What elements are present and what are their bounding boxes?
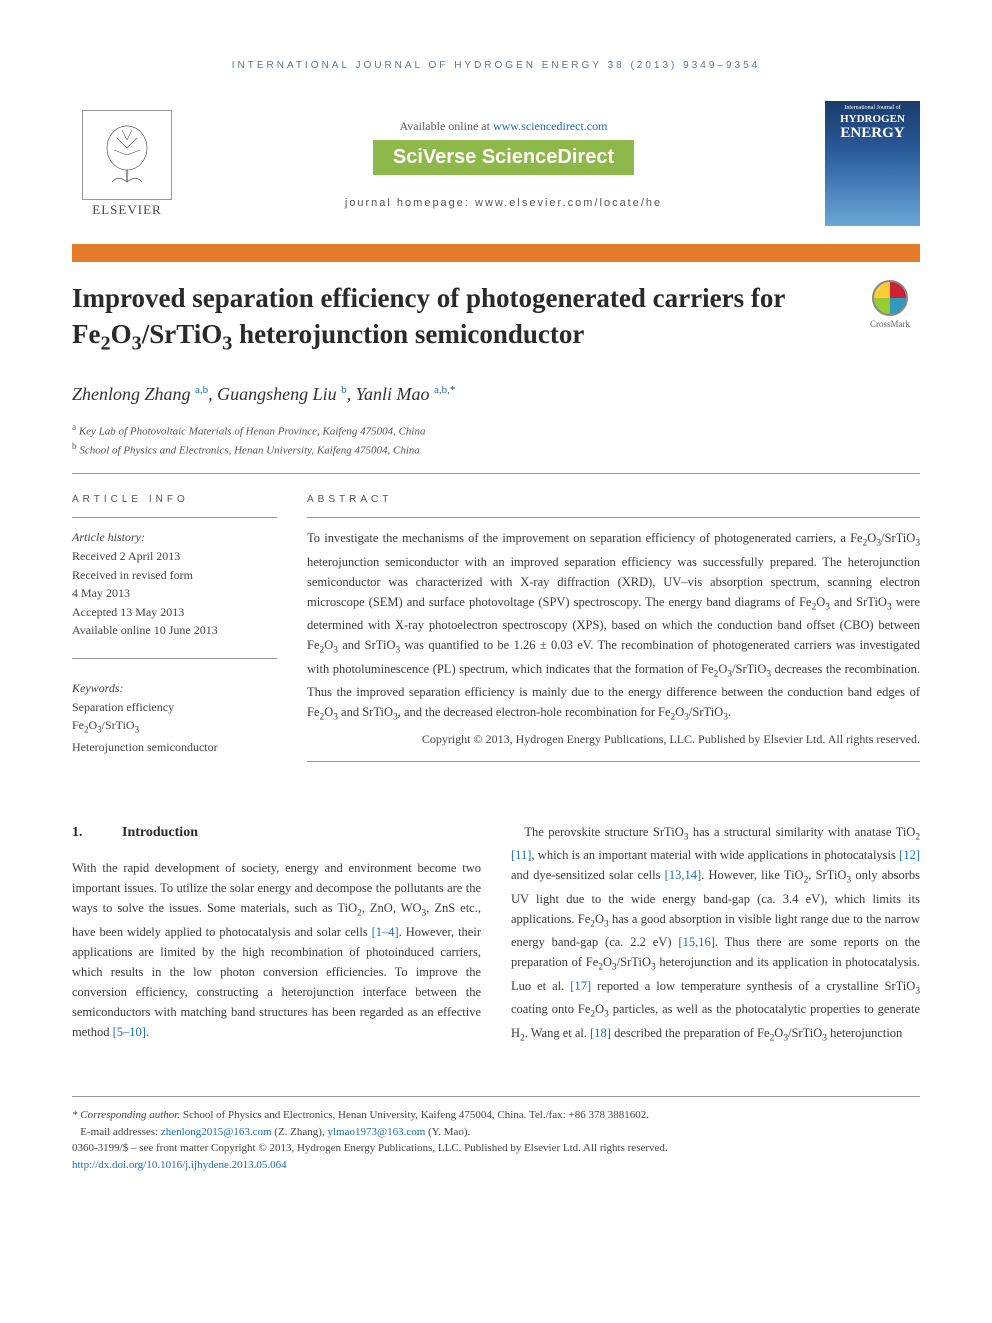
top-banner: ELSEVIER Available online at www.science…: [72, 101, 920, 226]
corr-star: *: [450, 384, 456, 396]
info-divider-2: [72, 658, 277, 659]
online-date: Available online 10 June 2013: [72, 621, 277, 640]
abstract-label: ABSTRACT: [307, 494, 920, 505]
author-2-aff: b: [341, 384, 347, 396]
intro-num: 1.: [72, 822, 122, 844]
journal-cover-thumb: International Journal of HYDROGEN ENERGY: [825, 101, 920, 226]
accepted-date: Accepted 13 May 2013: [72, 603, 277, 622]
ref-link-13-14[interactable]: [13,14]: [665, 868, 701, 882]
author-3-aff: a,b,: [434, 384, 450, 396]
crossmark-badge[interactable]: CrossMark: [860, 280, 920, 329]
info-divider: [72, 517, 277, 518]
elsevier-logo: ELSEVIER: [72, 110, 182, 218]
intro-para-1: With the rapid development of society, e…: [72, 858, 481, 1042]
elsevier-tree-icon: [82, 110, 172, 200]
revised-date: 4 May 2013: [72, 584, 277, 603]
avail-prefix: Available online at: [400, 119, 493, 133]
abstract-bottom-divider: [307, 761, 920, 762]
cover-top-text: International Journal of: [829, 105, 916, 111]
cover-energy-text: ENERGY: [829, 125, 916, 142]
elsevier-label: ELSEVIER: [72, 202, 182, 218]
banner-center: Available online at www.sciencedirect.co…: [182, 119, 825, 209]
body-two-column: 1.Introduction With the rapid developmen…: [72, 822, 920, 1047]
journal-homepage: journal homepage: www.elsevier.com/locat…: [182, 197, 825, 209]
homepage-prefix: journal homepage:: [345, 197, 475, 209]
body-column-right: The perovskite structure SrTiO3 has a st…: [511, 822, 920, 1047]
author-3: Yanli Mao: [356, 384, 430, 404]
author-2: Guangsheng Liu: [217, 384, 337, 404]
revised-label: Received in revised form: [72, 566, 277, 585]
orange-divider-bar: [72, 244, 920, 262]
running-header: INTERNATIONAL JOURNAL OF HYDROGEN ENERGY…: [72, 60, 920, 71]
email-line: E-mail addresses: zhenlong2015@163.com (…: [72, 1124, 920, 1141]
footer-block: * Corresponding author. School of Physic…: [72, 1096, 920, 1173]
title-p2: O: [111, 319, 132, 349]
email-link-2[interactable]: ylmao1973@163.com: [327, 1126, 425, 1138]
ref-link-5-10[interactable]: [5–10]: [113, 1025, 146, 1039]
affiliation-a: Key Lab of Photovoltaic Materials of Hen…: [79, 426, 426, 438]
author-1-aff: a,b: [195, 384, 208, 396]
abstract-divider: [307, 517, 920, 518]
abstract-column: ABSTRACT To investigate the mechanisms o…: [307, 494, 920, 772]
keywords-label: Keywords:: [72, 679, 277, 698]
crossmark-icon: [872, 280, 908, 316]
issn-line: 0360-3199/$ – see front matter Copyright…: [72, 1140, 920, 1157]
crossmark-label: CrossMark: [870, 319, 910, 329]
history-label: Article history:: [72, 528, 277, 547]
corresponding-author: * Corresponding author. School of Physic…: [72, 1107, 920, 1124]
keyword-1: Separation efficiency: [72, 698, 277, 717]
keywords-block: Keywords: Separation efficiency Fe2O3/Sr…: [72, 679, 277, 756]
sciverse-logo: SciVerse ScienceDirect: [373, 140, 634, 175]
title-p4: heterojunction semiconductor: [232, 319, 584, 349]
article-history: Article history: Received 2 April 2013 R…: [72, 528, 277, 640]
body-column-left: 1.Introduction With the rapid developmen…: [72, 822, 481, 1047]
ref-link-17[interactable]: [17]: [570, 979, 591, 993]
article-title: Improved separation efficiency of photog…: [72, 280, 860, 358]
ref-link-18[interactable]: [18]: [590, 1026, 611, 1040]
intro-para-2: The perovskite structure SrTiO3 has a st…: [511, 822, 920, 1047]
intro-heading-text: Introduction: [122, 825, 198, 840]
authors-line: Zhenlong Zhang a,b, Guangsheng Liu b, Ya…: [72, 384, 920, 405]
article-info-label: ARTICLE INFO: [72, 494, 277, 505]
abstract-text: To investigate the mechanisms of the imp…: [307, 528, 920, 726]
sciencedirect-link[interactable]: www.sciencedirect.com: [493, 119, 608, 133]
homepage-link[interactable]: www.elsevier.com/locate/he: [475, 197, 662, 209]
ref-link-1-4[interactable]: [1–4]: [372, 925, 399, 939]
cover-hydrogen-text: HYDROGEN: [829, 113, 916, 125]
ref-link-12[interactable]: [12]: [899, 848, 920, 862]
intro-heading: 1.Introduction: [72, 822, 481, 844]
available-online-text: Available online at www.sciencedirect.co…: [182, 119, 825, 134]
affiliation-b: School of Physics and Electronics, Henan…: [79, 445, 420, 457]
ref-link-15-16[interactable]: [15,16]: [678, 935, 714, 949]
title-p3: /SrTiO: [142, 319, 223, 349]
received-date: Received 2 April 2013: [72, 547, 277, 566]
doi-link[interactable]: http://dx.doi.org/10.1016/j.ijhydene.201…: [72, 1159, 287, 1171]
article-info-column: ARTICLE INFO Article history: Received 2…: [72, 494, 277, 772]
divider: [72, 473, 920, 474]
keyword-2: Fe2O3/SrTiO3: [72, 716, 277, 737]
email-link-1[interactable]: zhenlong2015@163.com: [161, 1126, 272, 1138]
author-1: Zhenlong Zhang: [72, 384, 191, 404]
affiliations: a Key Lab of Photovoltaic Materials of H…: [72, 421, 920, 459]
ref-link-11[interactable]: [11]: [511, 848, 531, 862]
keyword-3: Heterojunction semiconductor: [72, 738, 277, 757]
copyright-line: Copyright © 2013, Hydrogen Energy Public…: [307, 732, 920, 747]
